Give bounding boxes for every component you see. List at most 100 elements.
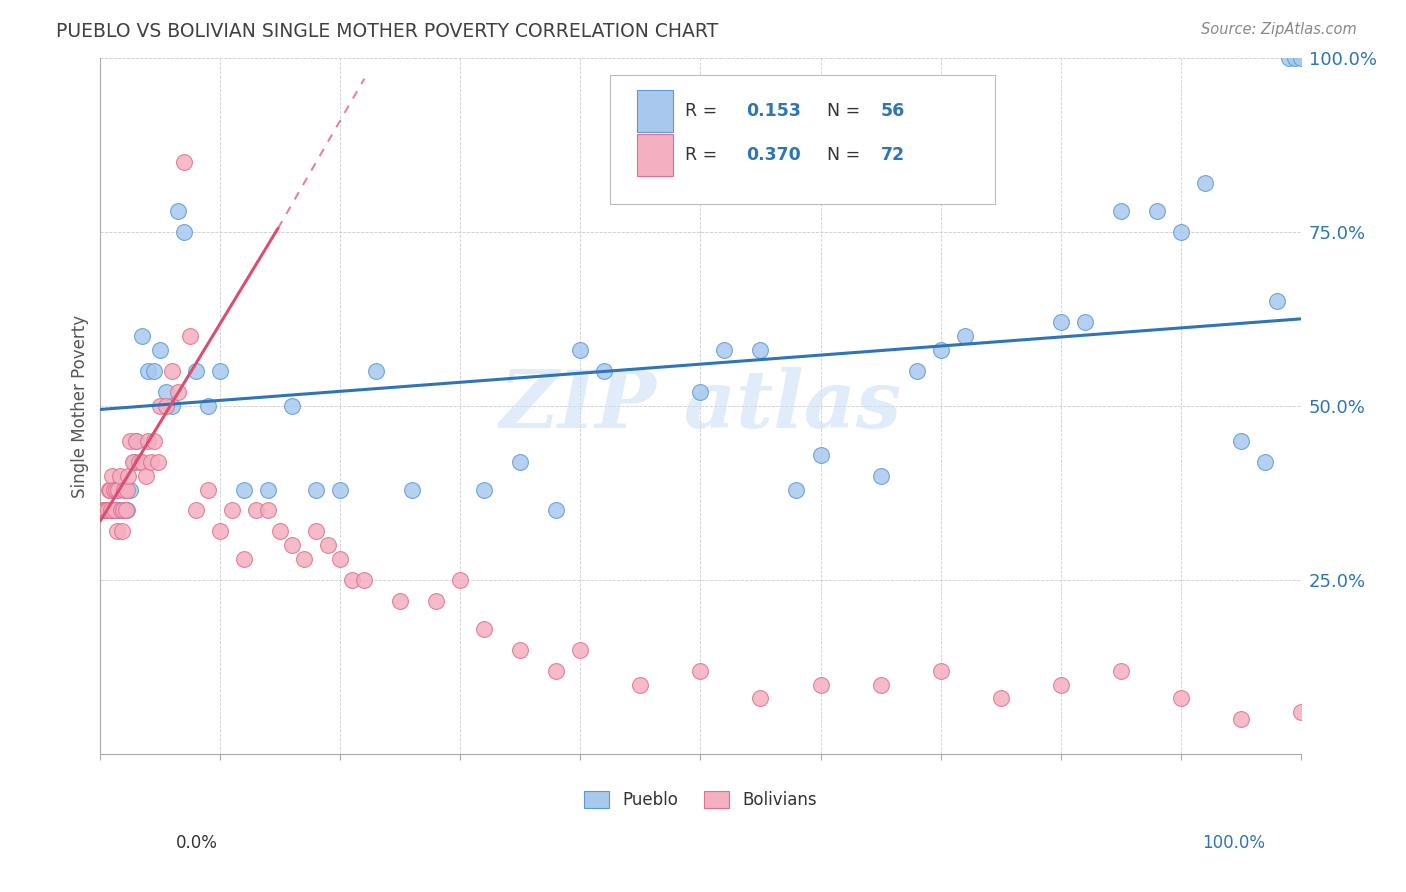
FancyBboxPatch shape bbox=[637, 90, 673, 132]
Text: R =: R = bbox=[685, 103, 723, 120]
Point bbox=[689, 384, 711, 399]
Point bbox=[114, 503, 136, 517]
Point bbox=[1170, 225, 1192, 239]
Point bbox=[111, 503, 134, 517]
Point bbox=[546, 664, 568, 678]
Point bbox=[117, 468, 139, 483]
Point bbox=[115, 503, 138, 517]
Point bbox=[786, 483, 808, 497]
Point bbox=[91, 503, 114, 517]
Point bbox=[104, 503, 127, 517]
Point bbox=[197, 399, 219, 413]
Point bbox=[281, 399, 304, 413]
Point bbox=[1265, 294, 1288, 309]
Point bbox=[122, 455, 145, 469]
Point bbox=[257, 503, 280, 517]
Point bbox=[98, 483, 121, 497]
Point bbox=[120, 483, 142, 497]
Point bbox=[101, 503, 124, 517]
Point bbox=[128, 455, 150, 469]
Point bbox=[569, 642, 592, 657]
Point bbox=[366, 364, 388, 378]
Point bbox=[292, 552, 315, 566]
Point bbox=[245, 503, 267, 517]
Point bbox=[162, 364, 184, 378]
Point bbox=[1109, 203, 1132, 218]
Point bbox=[509, 642, 531, 657]
Point bbox=[105, 524, 128, 539]
Point bbox=[167, 203, 190, 218]
Point bbox=[125, 434, 148, 448]
Point bbox=[281, 538, 304, 552]
Point bbox=[509, 455, 531, 469]
Point bbox=[197, 483, 219, 497]
Point bbox=[329, 552, 352, 566]
Point bbox=[111, 524, 134, 539]
Point bbox=[149, 399, 172, 413]
Point bbox=[1049, 315, 1071, 329]
Point bbox=[120, 434, 142, 448]
Point bbox=[104, 503, 127, 517]
Text: 0.370: 0.370 bbox=[747, 146, 801, 164]
Text: ZIP atlas: ZIP atlas bbox=[499, 368, 901, 445]
Point bbox=[143, 364, 166, 378]
Point bbox=[96, 503, 118, 517]
Point bbox=[155, 384, 177, 399]
Point bbox=[569, 343, 592, 358]
Text: 0.0%: 0.0% bbox=[176, 834, 218, 852]
Point bbox=[98, 503, 121, 517]
Point bbox=[1170, 691, 1192, 706]
Point bbox=[233, 483, 256, 497]
Point bbox=[305, 483, 328, 497]
Point bbox=[1229, 434, 1251, 448]
Point bbox=[713, 343, 735, 358]
Y-axis label: Single Mother Poverty: Single Mother Poverty bbox=[72, 314, 89, 498]
Point bbox=[112, 483, 135, 497]
Point bbox=[104, 503, 127, 517]
Point bbox=[342, 573, 364, 587]
Point bbox=[630, 677, 652, 691]
Point bbox=[138, 364, 160, 378]
Point bbox=[1278, 51, 1301, 65]
Text: 0.153: 0.153 bbox=[747, 103, 801, 120]
Point bbox=[139, 455, 162, 469]
Point bbox=[449, 573, 471, 587]
Point bbox=[107, 503, 129, 517]
Point bbox=[749, 691, 772, 706]
Point bbox=[1073, 315, 1095, 329]
Point bbox=[990, 691, 1012, 706]
Point bbox=[108, 468, 131, 483]
Point bbox=[149, 343, 172, 358]
Point bbox=[96, 503, 118, 517]
Point bbox=[104, 483, 127, 497]
Point bbox=[186, 364, 208, 378]
Point bbox=[96, 503, 118, 517]
Point bbox=[1284, 51, 1306, 65]
Point bbox=[186, 503, 208, 517]
Point bbox=[810, 677, 832, 691]
Point bbox=[112, 503, 135, 517]
Point bbox=[167, 384, 190, 399]
Text: N =: N = bbox=[827, 146, 865, 164]
Point bbox=[593, 364, 616, 378]
Point bbox=[138, 434, 160, 448]
Point bbox=[305, 524, 328, 539]
Point bbox=[1253, 455, 1275, 469]
FancyBboxPatch shape bbox=[610, 75, 994, 204]
Point bbox=[269, 524, 291, 539]
Point bbox=[953, 329, 976, 343]
Point bbox=[107, 483, 129, 497]
Point bbox=[233, 552, 256, 566]
Point bbox=[162, 399, 184, 413]
Point bbox=[389, 594, 412, 608]
Point bbox=[353, 573, 375, 587]
Point bbox=[143, 434, 166, 448]
Point bbox=[179, 329, 201, 343]
Point bbox=[869, 677, 891, 691]
Point bbox=[749, 343, 772, 358]
Point bbox=[209, 364, 232, 378]
Text: Source: ZipAtlas.com: Source: ZipAtlas.com bbox=[1201, 22, 1357, 37]
Point bbox=[131, 455, 153, 469]
Point bbox=[103, 483, 125, 497]
Point bbox=[318, 538, 340, 552]
